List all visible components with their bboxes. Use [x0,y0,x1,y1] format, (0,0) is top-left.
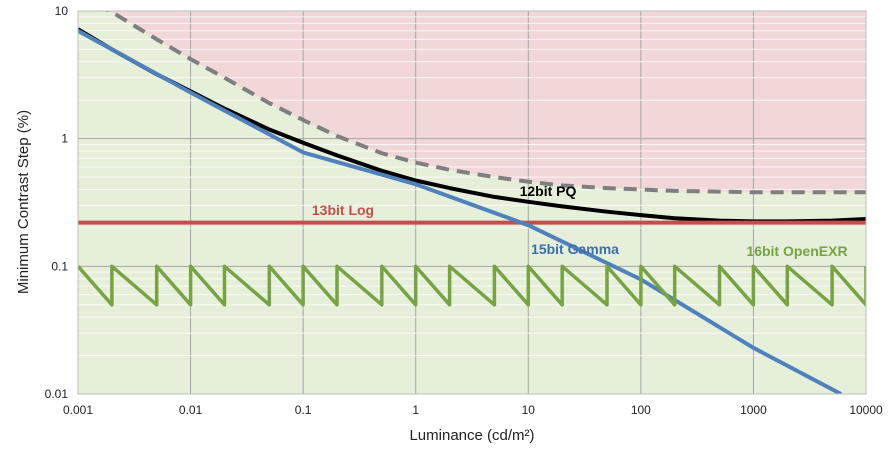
y-axis-title: Minimum Contrast Step (%) [15,110,32,294]
x-tick-label: 0.001 [63,403,93,417]
x-tick-label: 0.1 [295,403,312,417]
y-tick-label: 10 [55,4,69,18]
y-tick-label: 0.01 [45,387,69,401]
series-label-12bit-pq: 12bit PQ [520,183,577,199]
y-tick-label: 1 [61,132,68,146]
series-line-15bit-gamma [78,29,842,394]
y-tick-label: 0.1 [51,259,68,273]
x-tick-label: 1 [412,403,419,417]
series-label-16bit-openexr: 16bit OpenEXR [746,243,847,259]
series-group [78,11,866,394]
x-tick-label: 100 [631,403,651,417]
x-tick-label: 0.01 [179,403,203,417]
plot-frame [77,10,867,395]
x-tick-label: 10000 [849,403,883,417]
series-line-threshold [105,11,866,195]
series-label-15bit-gamma: 15bit Gamma [531,241,619,257]
series-label-13bit-log: 13bit Log [312,202,374,218]
y-axis-ticks: 0.01 0.1 1 10 [45,4,69,401]
x-axis-ticks: 0.001 0.01 0.1 1 10 100 1000 10000 [63,403,883,417]
x-tick-label: 10 [522,403,536,417]
x-axis-title: Luminance (cd/m²) [409,427,534,444]
region-above-threshold [78,11,866,193]
plot-regions [78,11,866,394]
series-labels: 12bit PQ 13bit Log 15bit Gamma 16bit Ope… [312,183,848,259]
x-tick-label: 1000 [740,403,767,417]
series-line-16bit-openexr [78,264,866,307]
